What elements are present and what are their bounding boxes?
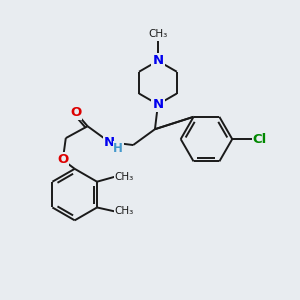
Text: N: N — [152, 98, 164, 111]
Text: O: O — [70, 106, 81, 119]
Text: N: N — [152, 54, 164, 67]
Text: Cl: Cl — [253, 133, 267, 146]
Text: H: H — [113, 142, 123, 154]
Text: CH₃: CH₃ — [148, 29, 168, 39]
Text: O: O — [57, 153, 68, 167]
Text: N: N — [104, 136, 115, 148]
Text: CH₃: CH₃ — [114, 206, 134, 216]
Text: CH₃: CH₃ — [114, 172, 134, 182]
